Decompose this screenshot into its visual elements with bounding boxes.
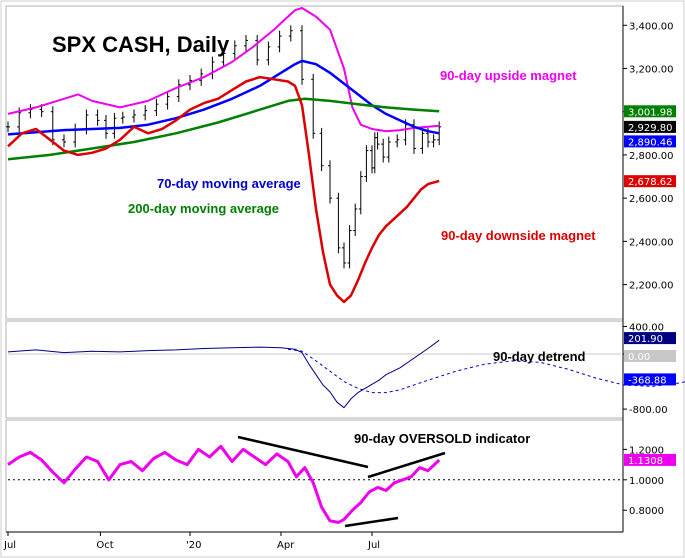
price-bar bbox=[328, 160, 332, 204]
price-bar bbox=[386, 136, 391, 163]
price-bar bbox=[358, 171, 363, 215]
y-tick-label: 2,400.00 bbox=[629, 237, 674, 248]
price-bar bbox=[336, 192, 341, 254]
value-badge: -368.88 bbox=[624, 373, 676, 386]
value-badge: 0.00 bbox=[624, 350, 676, 363]
price-bar bbox=[353, 203, 358, 236]
svg-text:0.00: 0.00 bbox=[628, 352, 650, 363]
y-tick-label: 2,200.00 bbox=[629, 281, 674, 292]
x-tick-label: Oct bbox=[96, 540, 113, 551]
price-bar bbox=[176, 79, 181, 102]
annotation-oversold: 90-day OVERSOLD indicator bbox=[354, 431, 530, 446]
svg-text:1.1308: 1.1308 bbox=[628, 456, 663, 467]
price-bar bbox=[347, 225, 352, 269]
price-bar bbox=[395, 134, 400, 148]
chart-title: SPX CASH, Daily bbox=[52, 32, 230, 57]
y-tick-label: 400.00 bbox=[629, 322, 664, 333]
annotation-downside-magnet: 90-day downside magnet bbox=[441, 228, 596, 243]
price-bar bbox=[364, 145, 369, 182]
y-tick-label: 2,800.00 bbox=[629, 151, 674, 162]
x-tick-label: '20 bbox=[186, 540, 201, 551]
svg-text:3,001.98: 3,001.98 bbox=[628, 107, 673, 118]
price-bar bbox=[112, 112, 117, 139]
200-day-moving-average-line bbox=[7, 97, 440, 161]
price-bar bbox=[132, 109, 136, 123]
price-bar bbox=[104, 114, 108, 139]
y-tick-label: 0.8000 bbox=[629, 506, 664, 517]
price-bar bbox=[244, 35, 248, 52]
price-bar bbox=[62, 134, 66, 148]
price-bar bbox=[221, 47, 226, 68]
annotation-detrend: 90-day detrend bbox=[493, 349, 586, 364]
90-day-oversold-indicator-line bbox=[7, 444, 441, 524]
price-bar bbox=[120, 111, 125, 124]
y-tick-label: 1.0000 bbox=[629, 476, 664, 487]
price-bar bbox=[165, 91, 170, 110]
y-tick-label: -800.00 bbox=[629, 405, 668, 416]
price-bar bbox=[255, 35, 260, 66]
price-bar bbox=[232, 40, 237, 59]
price-bar bbox=[143, 105, 148, 121]
90-day-downside-magnet-line bbox=[7, 75, 440, 304]
divergence-line-upper-left bbox=[237, 435, 369, 469]
y-tick-label: 3,400.00 bbox=[629, 21, 674, 32]
divergence-line-lower bbox=[344, 516, 399, 528]
annotation-upside-magnet: 90-day upside magnet bbox=[440, 68, 577, 83]
price-bar bbox=[342, 242, 346, 269]
price-bar bbox=[154, 98, 159, 117]
svg-text:201.90: 201.90 bbox=[628, 334, 663, 345]
price-bar bbox=[277, 30, 282, 53]
price-bar bbox=[266, 41, 271, 66]
90-day-detrend-line bbox=[7, 339, 440, 409]
svg-text:2,929.80: 2,929.80 bbox=[628, 123, 673, 134]
svg-text:2,890.46: 2,890.46 bbox=[628, 137, 673, 148]
price-bar bbox=[319, 127, 324, 172]
y-tick-label: 3,200.00 bbox=[629, 65, 674, 76]
x-tick-label: Jul bbox=[3, 540, 16, 551]
value-badge: 201.90 bbox=[624, 332, 676, 345]
value-badge: 1.1308 bbox=[624, 453, 676, 467]
price-bar bbox=[311, 73, 316, 139]
90-day-upside-magnet-line bbox=[7, 7, 440, 133]
value-badge: 2,890.46 bbox=[624, 135, 676, 148]
value-badge: 3,001.98 bbox=[624, 105, 676, 118]
price-bar bbox=[288, 25, 293, 42]
price-bar bbox=[6, 121, 10, 133]
divergence-line-upper-right bbox=[367, 451, 446, 479]
annotation-200-day-ma: 200-day moving average bbox=[128, 201, 279, 216]
value-badge: 2,678.62 bbox=[624, 175, 676, 188]
value-badge: 2,929.80 bbox=[624, 120, 676, 134]
70-day-moving-average-line bbox=[7, 59, 440, 136]
svg-text:-368.88: -368.88 bbox=[628, 375, 667, 386]
y-tick-label: 2,600.00 bbox=[629, 194, 674, 205]
price-bar bbox=[300, 25, 304, 85]
y-tick-label: 1.2000 bbox=[629, 445, 664, 456]
price-bar bbox=[437, 121, 442, 146]
90-day-detrend-projection-line bbox=[287, 348, 685, 394]
x-tick-label: Jul bbox=[367, 540, 380, 551]
price-bar bbox=[50, 106, 55, 146]
x-tick-label: Apr bbox=[277, 540, 295, 551]
annotation-70-day-ma: 70-day moving average bbox=[157, 176, 301, 191]
price-bar bbox=[375, 132, 380, 150]
price-bar bbox=[381, 138, 386, 163]
price-bar bbox=[420, 127, 425, 154]
svg-text:2,678.62: 2,678.62 bbox=[628, 177, 673, 188]
price-bar bbox=[95, 109, 100, 126]
price-bar bbox=[431, 134, 436, 148]
